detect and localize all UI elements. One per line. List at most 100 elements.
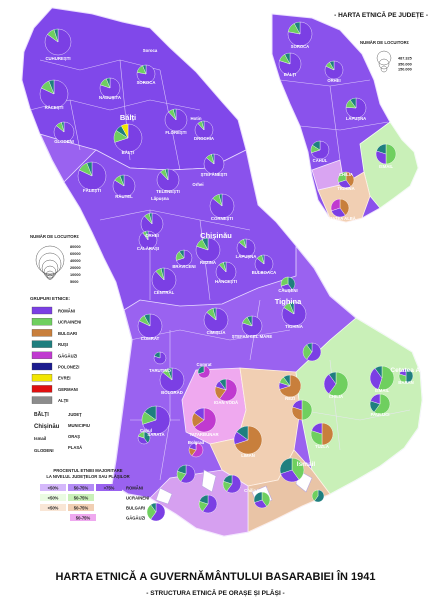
pie-main-29 <box>214 378 238 402</box>
pie-main-9 <box>194 120 214 140</box>
pie-main-11 <box>156 168 180 192</box>
pie-slice <box>328 371 337 385</box>
group-swatch <box>31 385 53 393</box>
pie-slice <box>370 393 381 405</box>
pie-main-2 <box>99 77 121 99</box>
pie-slice <box>280 276 289 287</box>
percent-row-label: GĂGĂUZI <box>126 516 145 521</box>
pie-slice <box>405 368 414 384</box>
judet-label-cetatea-alba: Cetatea Albă <box>390 367 430 374</box>
pie-slice <box>301 399 313 421</box>
pie-slice <box>177 464 187 475</box>
pie-slice <box>243 238 247 249</box>
population-circle <box>376 50 392 66</box>
pie-slice <box>373 393 391 415</box>
inset-label: CAHUL <box>313 158 328 163</box>
pie-main-37 <box>137 431 151 445</box>
pie-main-40 <box>310 422 334 446</box>
pie-main-24 <box>241 315 263 337</box>
pie-main-21 <box>280 276 296 292</box>
groups-title: GRUPURI ETNICE: <box>30 296 71 301</box>
pie-main-22 <box>281 301 307 327</box>
pie-main-45 <box>279 457 305 483</box>
inset-label: BĂLȚI <box>284 72 296 77</box>
plasa-label: LIMAN <box>241 453 255 458</box>
pie-slice <box>223 474 233 485</box>
inset-borders <box>279 79 389 161</box>
pie-main-20 <box>254 254 274 274</box>
pie-slice <box>312 140 321 151</box>
group-label: GĂGĂUZI <box>58 353 77 358</box>
pie-main-49 <box>311 489 325 503</box>
plasa-label: DROCHIA <box>194 136 214 141</box>
population-title: NUMĂR DE LOCUITORI: <box>30 234 80 239</box>
pie-main-7 <box>77 161 107 191</box>
pie-main-43 <box>176 464 196 484</box>
pie-main-3 <box>136 64 156 84</box>
percent-title-2: LA NIVELUL JUDEȚELOR SAU PLĂȘILOR <box>46 474 129 479</box>
pie-main-4 <box>164 108 188 132</box>
plasa-label: TUZLA <box>315 444 329 449</box>
plasa-label: COMRAT <box>141 336 160 341</box>
pie-slice <box>120 123 129 139</box>
group-swatch <box>31 340 53 348</box>
pie-slice <box>234 425 263 455</box>
pie-slice <box>311 489 319 502</box>
percent-cell: 50-75% <box>74 506 89 511</box>
pie-slice <box>376 143 387 155</box>
pie-main-5 <box>53 121 75 143</box>
percent-cell: >75% <box>104 486 115 491</box>
map-subtitle: - STRUCTURA ETNICĂ PE ORAȘE ȘI PLĂȘI - <box>146 590 285 597</box>
pie-slice <box>284 52 291 65</box>
pie-main-25 <box>137 313 163 339</box>
pie-slice <box>212 307 217 321</box>
plasa-label: IOAN VODĂ <box>214 400 238 405</box>
plasa-label: REZINA <box>200 260 216 265</box>
group-label: EVREI <box>58 376 71 381</box>
pie-main-13 <box>140 212 164 236</box>
percent-swatch <box>68 494 94 501</box>
population-circle <box>47 274 53 280</box>
pie-slice <box>173 108 177 121</box>
pie-slice <box>345 97 367 119</box>
pie-slice <box>223 261 227 273</box>
percent-swatch <box>68 504 94 511</box>
percent-swatch <box>40 484 66 491</box>
population-value: 60000 <box>70 252 81 256</box>
pie-main-17 <box>236 238 256 258</box>
pie-slice <box>283 374 291 387</box>
plasa-label: BOLGRAD <box>161 390 183 395</box>
label-type-desc: ORAȘ <box>68 434 80 439</box>
pie-slice <box>77 161 107 191</box>
pie-slice <box>330 198 341 212</box>
pie-slice <box>201 120 205 131</box>
oras-label: Chilia Nouă <box>244 488 268 493</box>
population-value: 150.000 <box>398 68 412 72</box>
pie-slice <box>142 405 171 435</box>
pie-main-10 <box>203 153 225 175</box>
label-type-desc: JUDEȚ <box>68 412 82 417</box>
population-value: 350.000 <box>398 63 412 67</box>
plasa-label: TIGHINA <box>285 324 303 329</box>
plasa-label: BĂLȚI <box>122 150 135 155</box>
pie-slice <box>279 457 293 474</box>
pie-inset-7 <box>330 198 350 218</box>
label-type-judet: BĂLȚI <box>34 411 49 418</box>
pie-main-31 <box>278 374 302 398</box>
pie-main-12 <box>209 193 235 219</box>
group-label: GERMANI <box>58 387 78 392</box>
pie-slice <box>119 174 125 187</box>
plasa-label: CHILIA <box>329 394 343 399</box>
pie-slice <box>179 249 185 259</box>
pie-slice <box>106 77 111 89</box>
group-label: RUȘI <box>58 342 68 347</box>
plasa-label: BRAVICENI <box>172 264 195 269</box>
plasa-label: TARUTINO <box>149 368 172 373</box>
pie-main-6 <box>113 123 143 153</box>
oras-label: Soroca <box>143 48 158 53</box>
pie-main-32 <box>323 371 349 397</box>
pie-slice <box>345 171 355 187</box>
pie-slice <box>314 489 325 503</box>
pie-slice <box>86 161 93 177</box>
pie-slice <box>39 79 69 109</box>
